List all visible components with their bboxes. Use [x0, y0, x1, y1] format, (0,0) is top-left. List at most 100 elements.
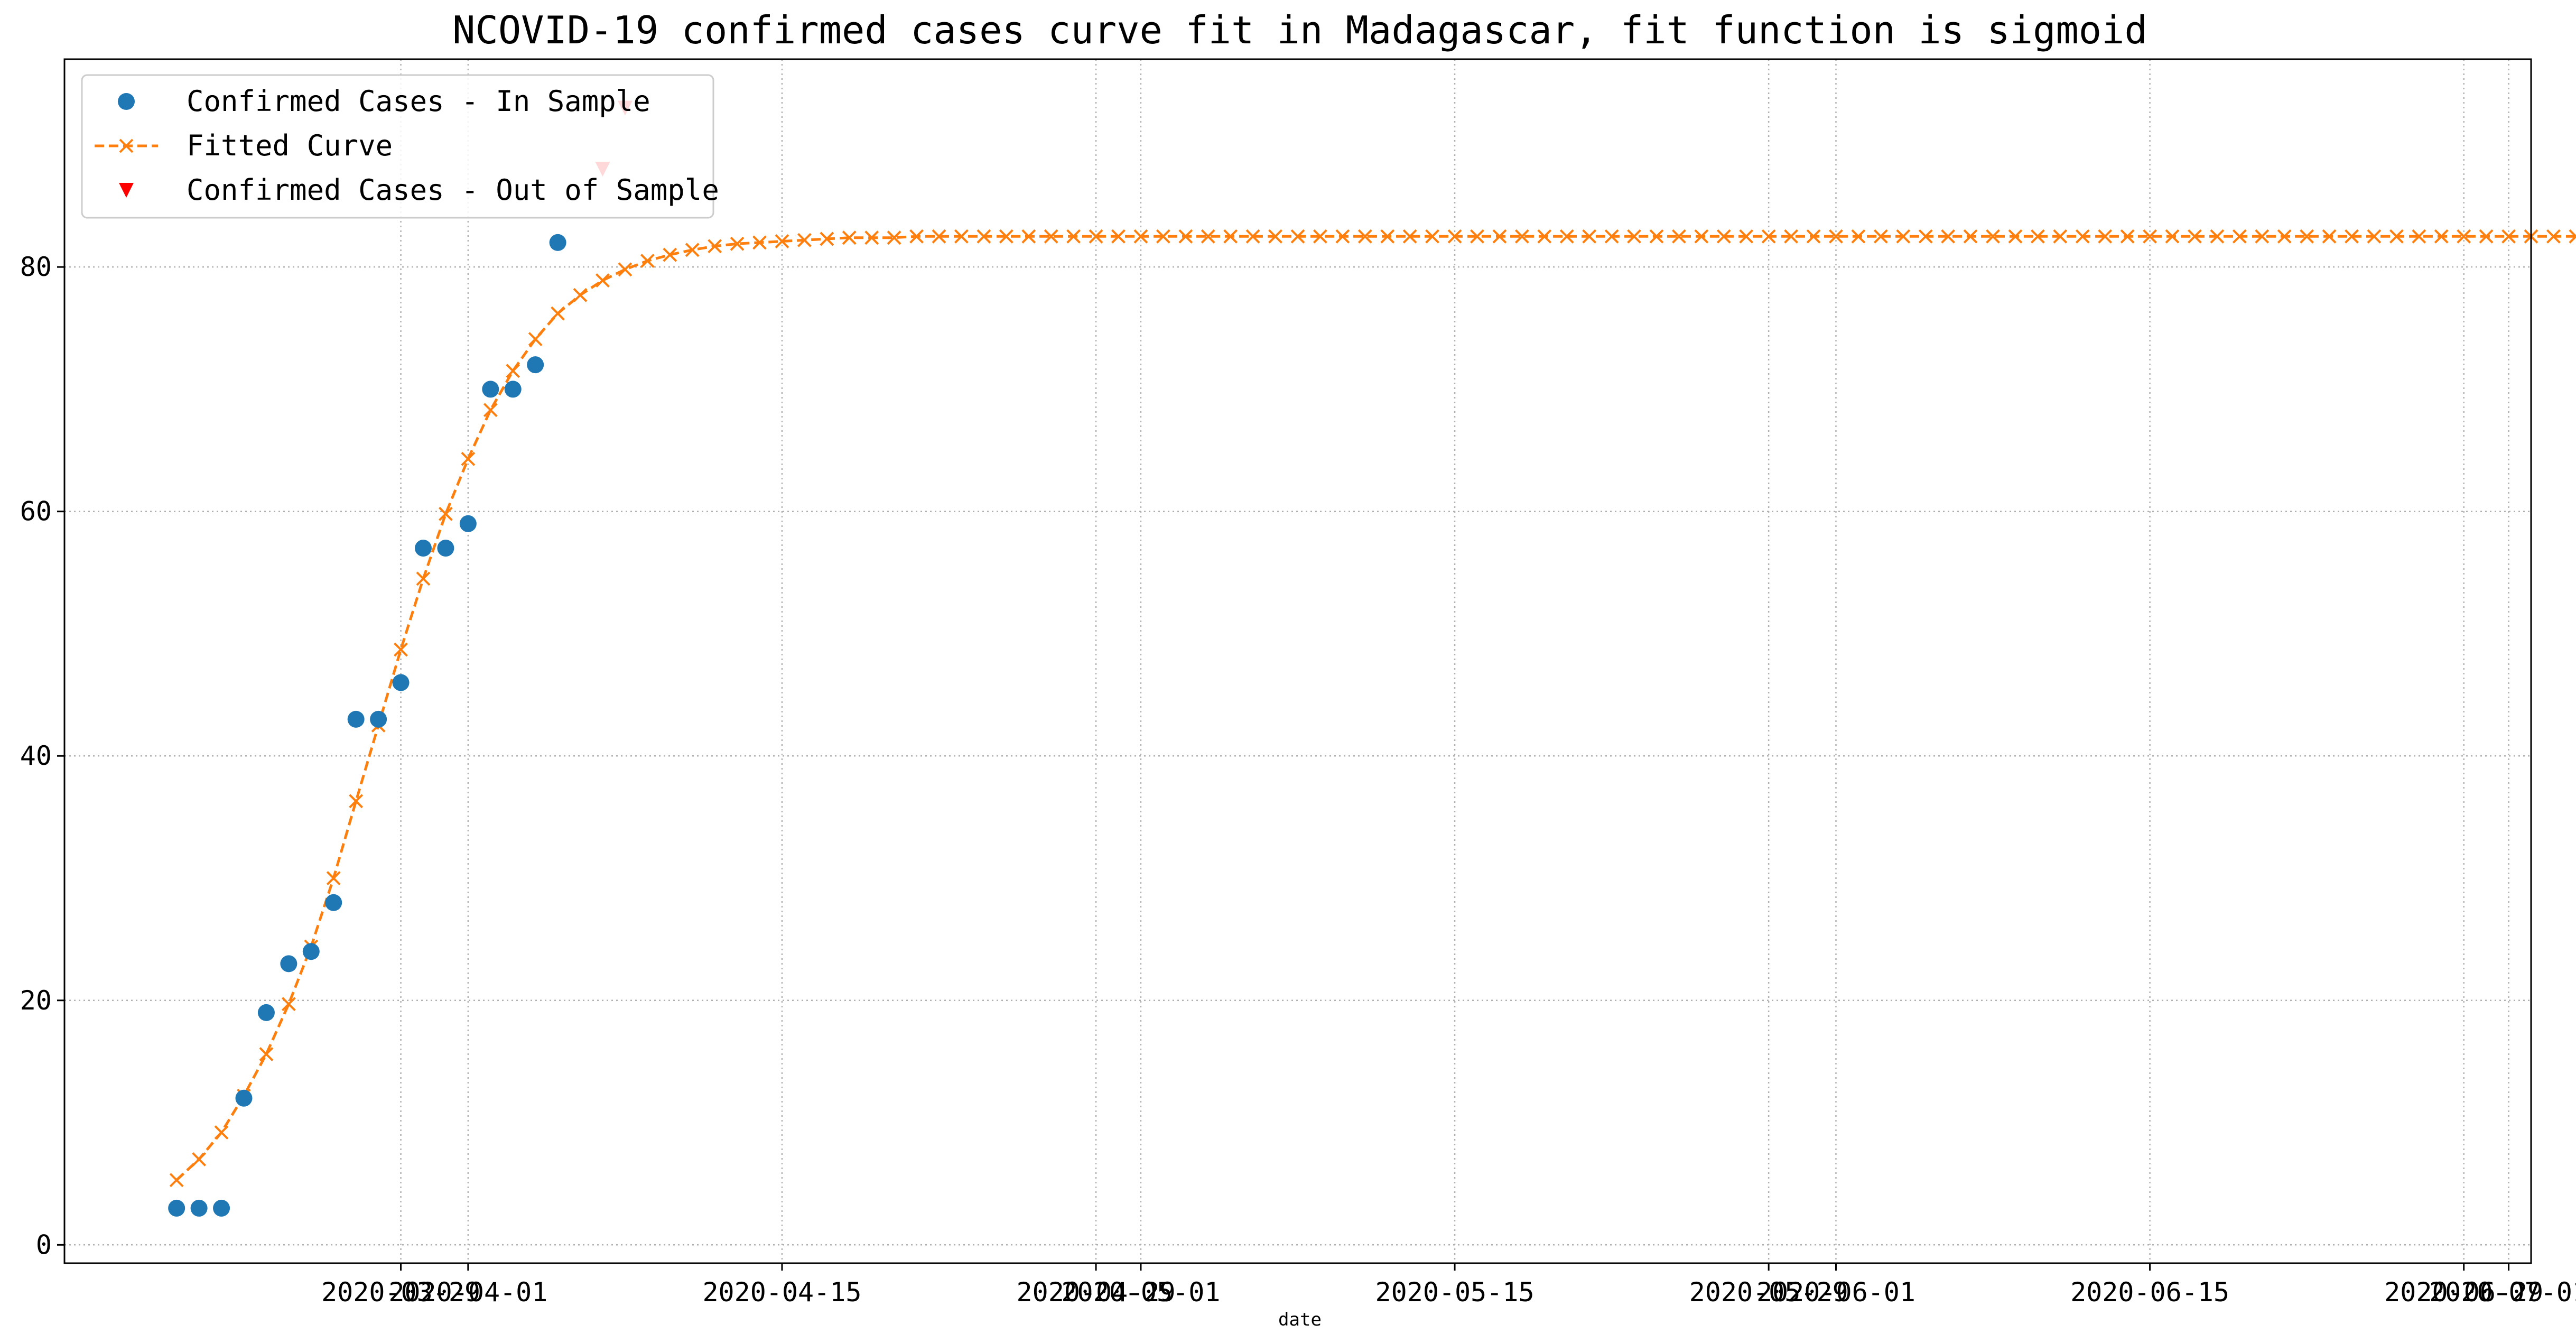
legend-marker-out-of-sample	[119, 183, 134, 198]
legend-marker-in-sample	[118, 93, 135, 110]
in-sample-point	[213, 1199, 230, 1217]
fitted-curve-marker	[1829, 229, 1843, 244]
fitted-curve-marker	[1694, 229, 1709, 244]
fitted-curve-marker	[1514, 229, 1529, 244]
fitted-curve-marker	[1941, 229, 1956, 244]
fitted-curve-marker	[842, 230, 857, 245]
x-tick-label: 2020-03-29	[321, 1277, 480, 1308]
fitted-curve-marker	[1178, 229, 1193, 244]
x-tick-label: 2020-04-01	[388, 1277, 547, 1308]
legend-label: Confirmed Cases - Out of Sample	[187, 173, 719, 207]
fitted-curve-marker	[1044, 229, 1058, 244]
fitted-curve-marker	[214, 1125, 229, 1140]
fitted-curve-marker	[461, 451, 476, 466]
fitted-curve-marker	[1425, 229, 1440, 244]
fitted-curve-marker	[1357, 229, 1372, 244]
fitted-curve-marker	[1066, 229, 1081, 244]
fitted-curve-marker	[1873, 229, 1888, 244]
fitted-curve-marker	[999, 229, 1013, 244]
fitted-curve-marker	[1470, 229, 1484, 244]
fitted-curve-marker	[2367, 229, 2382, 244]
fitted-curve-marker	[1918, 229, 1933, 244]
fitted-curve-marker	[1649, 229, 1664, 244]
fitted-curve-line	[175, 235, 2576, 1181]
x-tick-label: 2020-05-15	[1375, 1277, 1535, 1308]
in-sample-point	[437, 540, 454, 557]
fitted-curve-marker	[2457, 229, 2471, 244]
fitted-curve-marker	[2277, 229, 2292, 244]
fitted-curve-marker	[2053, 229, 2068, 244]
fitted-curve-marker	[1492, 229, 1507, 244]
fitted-curve-marker	[2030, 229, 2045, 244]
fitted-curve-marker	[259, 1047, 274, 1061]
legend: Confirmed Cases - In Sample Fitted Curve C…	[81, 74, 719, 219]
fitted-curve-marker	[1268, 229, 1282, 244]
fitted-curve-marker	[1290, 229, 1305, 244]
in-sample-point	[482, 381, 499, 398]
fitted-curve-marker	[2008, 229, 2023, 244]
y-tick-label: 0	[36, 1229, 52, 1260]
in-sample-point	[347, 710, 365, 728]
in-sample-point	[280, 955, 297, 972]
fitted-curve-marker	[2434, 229, 2449, 244]
fitted-curve-marker	[954, 229, 969, 244]
fitted-curve-marker	[2546, 229, 2561, 244]
fitted-curve-marker	[663, 247, 677, 262]
in-sample-point	[459, 515, 477, 532]
in-sample-point	[190, 1199, 208, 1217]
in-sample-point	[392, 674, 410, 691]
fitted-curve-marker	[573, 288, 588, 302]
fitted-curve-marker	[2075, 229, 2090, 244]
in-sample-point	[527, 356, 544, 374]
fitted-curve-marker	[2479, 229, 2494, 244]
fitted-curve-marker	[1784, 229, 1799, 244]
y-tick-label: 60	[20, 496, 52, 527]
fitted-curve-marker	[864, 230, 879, 245]
y-tick-label: 80	[20, 252, 52, 282]
x-tick-label: 2020-06-01	[1756, 1277, 1915, 1308]
legend-label: Confirmed Cases - In Sample	[187, 85, 650, 118]
legend-frame	[81, 74, 714, 219]
fitted-curve-marker	[326, 871, 341, 885]
fitted-curve-marker	[1021, 229, 1036, 244]
fitted-curve-marker	[1986, 229, 2000, 244]
fitted-curve-marker	[1156, 229, 1170, 244]
fitted-curve-marker	[281, 997, 296, 1012]
fitted-curve-marker	[1380, 229, 1395, 244]
fitted-curve-marker	[439, 506, 453, 521]
x-tick-label: 2020-04-15	[702, 1277, 861, 1308]
fitted-curve-marker	[483, 403, 498, 418]
fitted-curve-marker	[1402, 229, 1417, 244]
fitted-curve-marker	[775, 234, 789, 249]
in-sample-point	[257, 1004, 275, 1021]
fitted-curve-marker	[618, 262, 633, 277]
fitted-curve-marker	[394, 642, 408, 657]
axes-frame	[63, 58, 2532, 1264]
fitted-curve-marker	[1582, 229, 1597, 244]
in-sample-point	[325, 894, 342, 911]
x-axis-label: date	[1278, 1309, 1322, 1330]
fitted-curve-marker	[932, 229, 946, 244]
fitted-curve-marker	[1223, 229, 1238, 244]
x-tick-label: 2020-07-01	[2429, 1277, 2576, 1308]
legend-marker-fitted-curve	[119, 138, 134, 153]
fitted-curve-marker	[1672, 229, 1686, 244]
y-tick-label: 20	[20, 985, 52, 1016]
fitted-curve-marker	[528, 332, 543, 347]
in-sample-point	[302, 943, 320, 960]
fitted-curve-marker	[2412, 229, 2426, 244]
fitted-curve-marker	[909, 229, 924, 244]
fitted-curve-marker	[1806, 229, 1821, 244]
fitted-curve-marker	[2322, 229, 2337, 244]
fitted-curve-marker	[2210, 229, 2225, 244]
fitted-curve-marker	[1335, 229, 1350, 244]
fitted-curve-marker	[887, 230, 901, 245]
fitted-curve-marker	[2098, 229, 2113, 244]
fitted-curve-marker	[752, 235, 767, 250]
fitted-curve-marker	[1896, 229, 1911, 244]
fitted-curve-marker	[169, 1173, 184, 1188]
